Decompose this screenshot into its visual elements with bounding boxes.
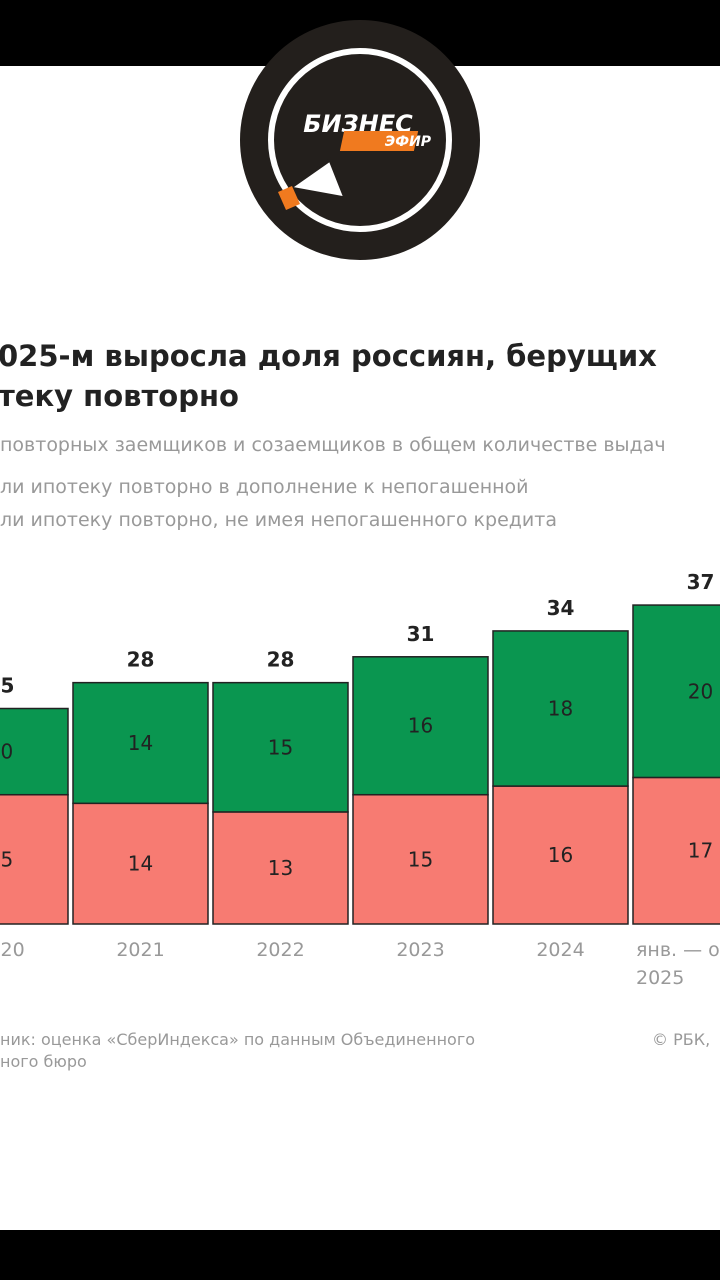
- value-label: 16: [548, 843, 573, 867]
- value-label: 13: [268, 856, 293, 880]
- legend-label: ли ипотеку повторно, не имея непогашенно…: [0, 509, 557, 531]
- value-label: 16: [408, 714, 433, 738]
- total-label: 28: [267, 648, 295, 672]
- bar-segment: [352, 656, 489, 796]
- bar-segment: [72, 802, 209, 925]
- source: ник: оценка «СберИндекса» по данным Объе…: [0, 1030, 475, 1049]
- x-tick-label: 2021: [116, 939, 164, 961]
- bar-segment: [212, 681, 349, 813]
- x-tick-label: 2022: [256, 939, 304, 961]
- bar-segment: [0, 707, 69, 796]
- legend-label: ли ипотеку повторно в дополнение к непог…: [0, 476, 529, 498]
- total-label: 28: [127, 648, 155, 672]
- logo-bottom: ЭФИР: [385, 134, 432, 150]
- value-label: 15: [268, 735, 293, 759]
- x-tick-label: янв. — о 2025: [636, 939, 720, 989]
- value-label: 15: [0, 847, 13, 871]
- total-label: 34: [547, 596, 575, 620]
- bar-segment: [632, 604, 720, 779]
- copyright: © РБК,: [652, 1030, 710, 1049]
- value-label: 14: [128, 852, 153, 876]
- title: теку повторно: [0, 379, 239, 413]
- x-tick-label: 2023: [396, 939, 444, 961]
- megaphone-handle: [278, 186, 300, 210]
- bar-segment: [0, 793, 69, 925]
- value-label: 15: [408, 847, 433, 871]
- subtitle: повторных заемщиков и созаемщиков в обще…: [0, 434, 666, 456]
- bar-segment: [492, 630, 629, 787]
- source: ного бюро: [0, 1052, 87, 1071]
- bar-segment: [72, 681, 209, 805]
- total-label: 37: [687, 570, 715, 594]
- bar-segment: [632, 776, 720, 925]
- value-label: 17: [688, 839, 713, 863]
- value-label: 20: [688, 679, 713, 703]
- x-tick-line: янв. — о: [636, 939, 720, 961]
- value-label: 18: [548, 697, 573, 721]
- total-label: 25: [0, 674, 14, 698]
- bar-segment: [492, 785, 629, 925]
- title: 025-м выросла доля россиян, берущих: [0, 339, 657, 373]
- total-label: 31: [407, 622, 435, 646]
- megaphone: [286, 157, 348, 200]
- chart: 025-м выросла доля россиян, берущих теку …: [0, 339, 720, 1071]
- x-tick-line: 2025: [636, 967, 684, 989]
- x-tick-label: 2020: [0, 939, 25, 961]
- logo-badge: [339, 131, 419, 151]
- value-label: 10: [0, 740, 13, 764]
- value-label: 14: [128, 731, 153, 755]
- x-tick-label: 2024: [536, 939, 584, 961]
